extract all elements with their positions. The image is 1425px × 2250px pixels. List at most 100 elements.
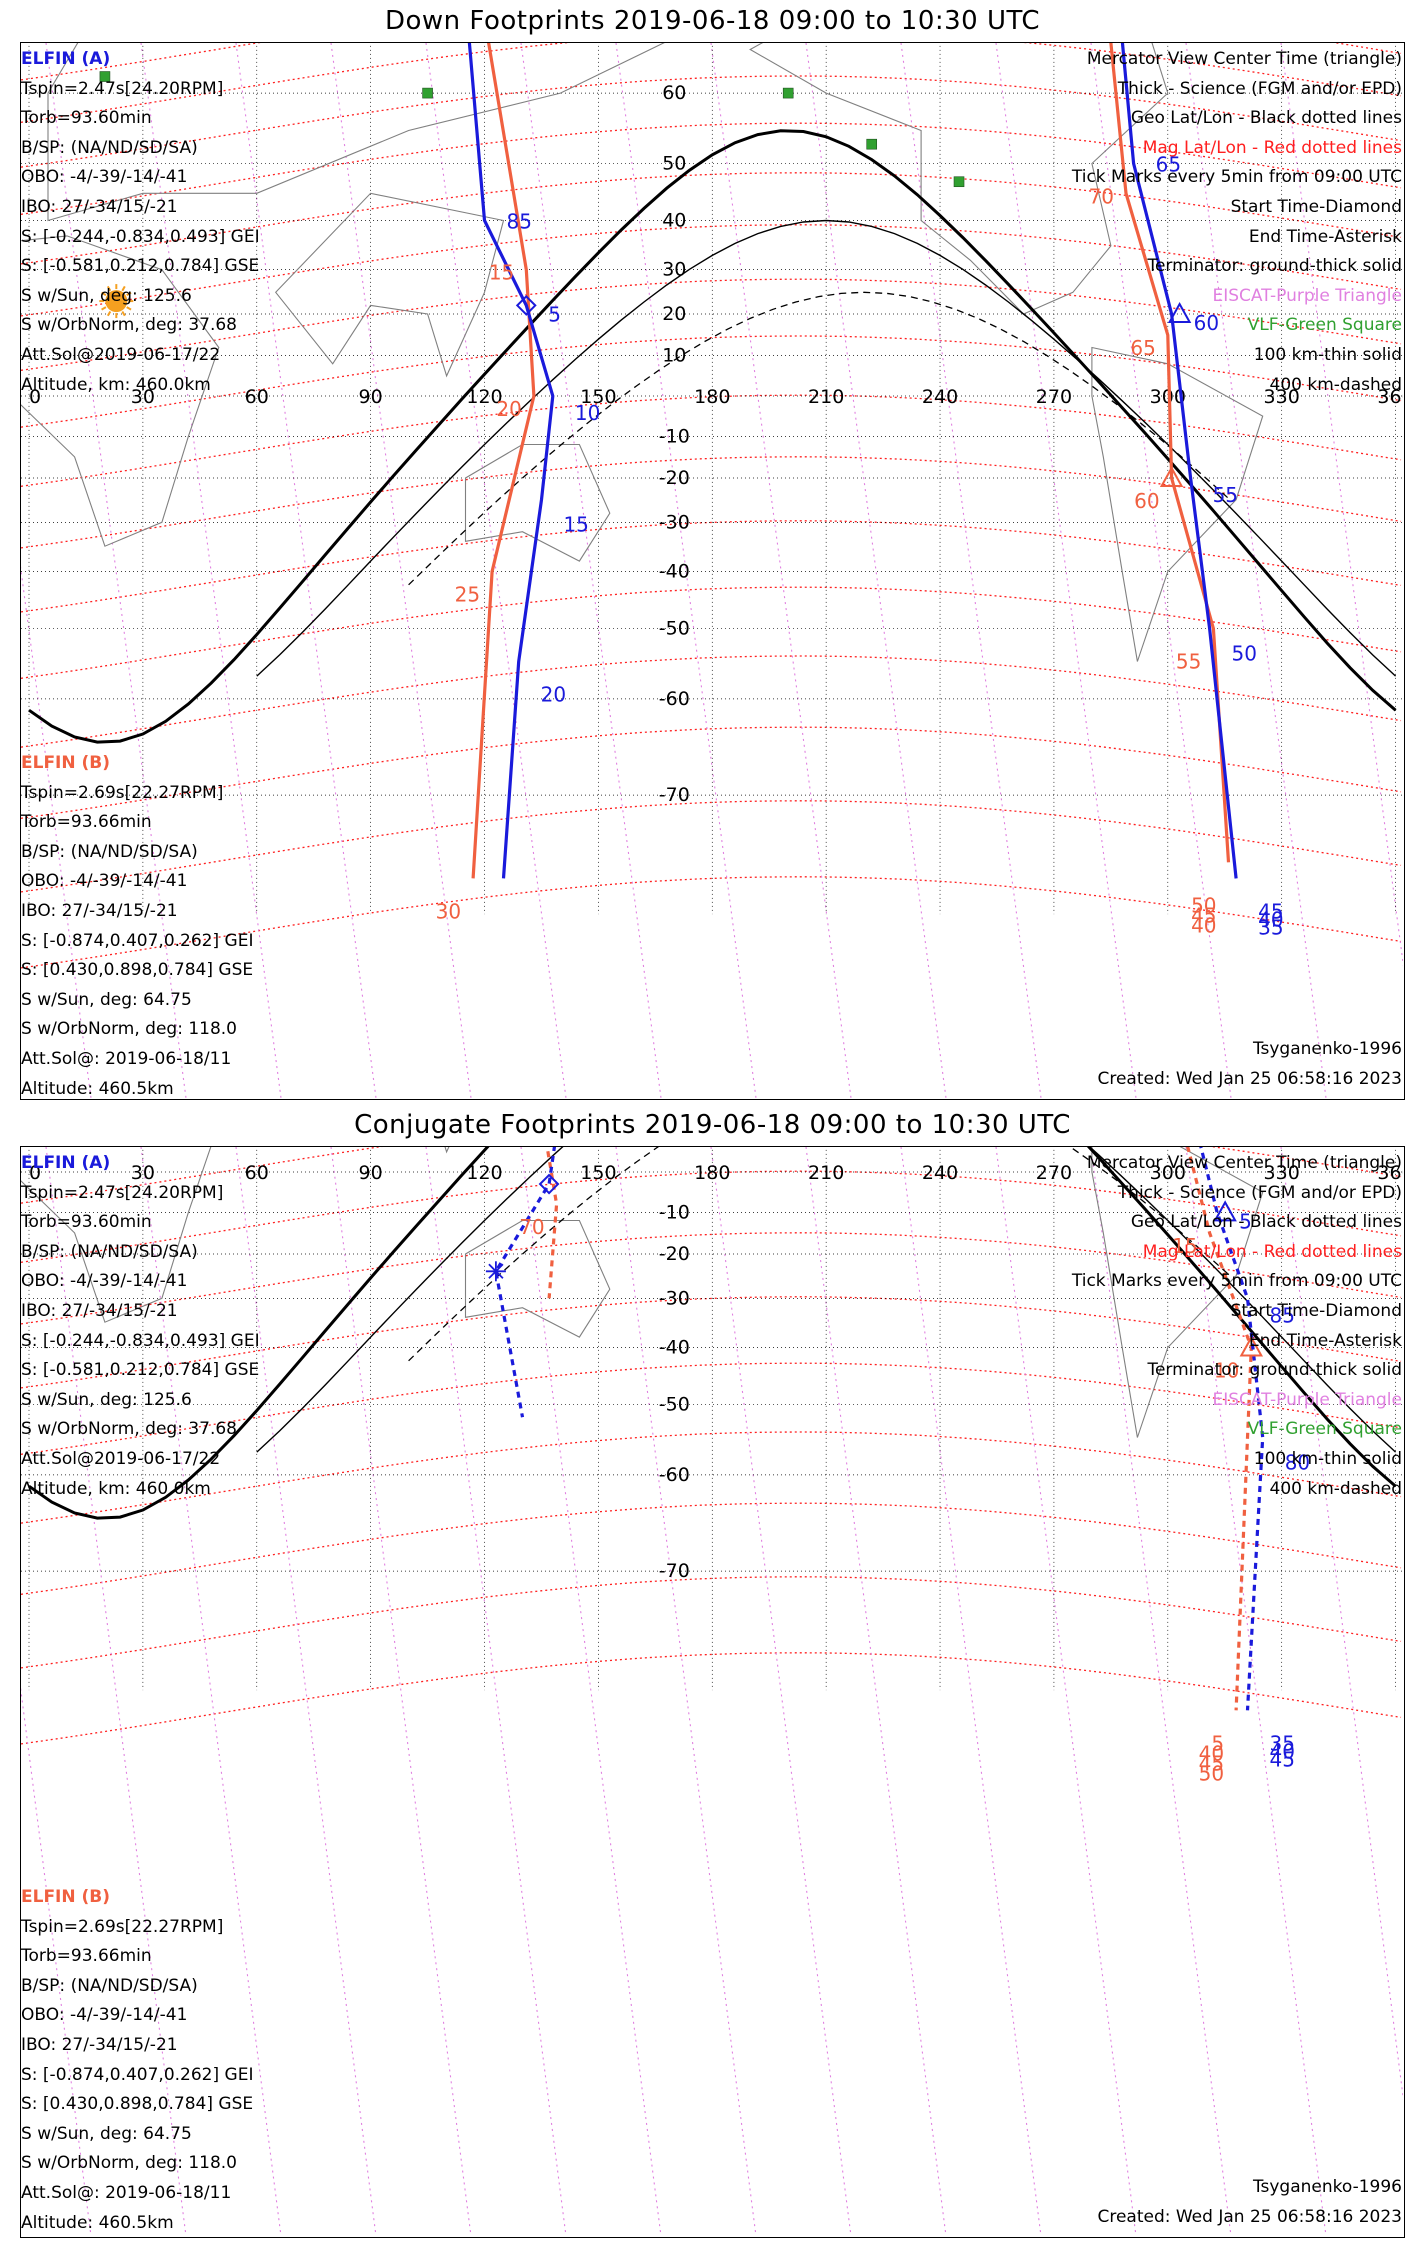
legend-item: EISCAT-Purple Triangle: [1212, 285, 1402, 306]
mag-lon-line: [900, 1147, 1042, 2236]
elfin-a-line: Torb=93.60min: [21, 1212, 152, 1233]
elfin-a-info: ELFIN (A) Tspin=2.47s[24.20RPM] Torb=93.…: [21, 45, 260, 400]
elfin-b-label: ELFIN (B): [21, 753, 111, 773]
lon-tick-label: 210: [808, 1162, 844, 1184]
lon-tick-label: 90: [359, 1162, 383, 1184]
mag-lon-line: [520, 1147, 662, 2236]
elfin-b-tick-label: 65: [1130, 336, 1155, 360]
lat-tick-label: 50: [662, 153, 686, 175]
continent-outline: [47, 43, 665, 222]
terminator-400km: [408, 1147, 1229, 1362]
elfin-b-track: [471, 43, 536, 879]
elfin-b-label: ELFIN (B): [21, 1887, 111, 1907]
sun-ray: [126, 306, 132, 311]
legend-item: 100 km-thin solid: [1253, 1448, 1402, 1469]
sun-ray: [101, 306, 107, 311]
elfin-b-tick-label: 5: [1211, 1731, 1224, 1755]
lat-tick-label: -30: [659, 1287, 690, 1309]
elfin-b-tick-label: 70: [1089, 184, 1114, 208]
elfin-b-line: OBO: -4/-39/-14/-41: [21, 871, 188, 892]
elfin-b-line: S w/Sun, deg: 64.75: [21, 2123, 192, 2144]
lon-tick-label: 240: [922, 1162, 958, 1184]
legend-item: Terminator: ground-thick solid: [1147, 256, 1402, 277]
continent-outline: [749, 43, 1169, 315]
mag-lat-line: [21, 394, 1402, 487]
elfin-a-track: [494, 1147, 557, 1418]
lat-tick-label: 30: [662, 259, 686, 281]
mag-lat-line: [21, 1362, 1402, 1455]
terminator-100km: [256, 219, 1397, 677]
elfin-b-line: S w/OrbNorm, deg: 118.0: [21, 2153, 238, 2174]
elfin-b-tick-label: 20: [496, 397, 521, 421]
lat-tick-label: -70: [659, 784, 690, 806]
mag-lon-line: [710, 43, 852, 1098]
start-diamond-a: [515, 295, 537, 316]
mag-lat-line: [21, 75, 1402, 168]
elfin-a-label: ELFIN (A): [21, 49, 111, 69]
sun-icon: [99, 284, 134, 319]
model-label: Tsyganenko-1996: [1252, 1039, 1402, 1059]
sun-ray: [121, 285, 126, 292]
mag-lat-line: [21, 278, 1402, 371]
elfin-a-info: ELFIN (A) Tspin=2.47s[24.20RPM] Torb=93.…: [21, 1149, 260, 1504]
lon-tick-label: 300: [1150, 386, 1186, 408]
legend-item: VLF-Green Square: [1247, 315, 1402, 336]
conjugate-footprints-panel: 0306090120150180210240270300330360706050…: [20, 1146, 1405, 2238]
lat-tick-label: 20: [662, 303, 686, 325]
sun-ray: [106, 285, 112, 292]
elfin-a-tick-label: 15: [563, 513, 588, 537]
lon-tick-label: 240: [922, 386, 958, 408]
elfin-a-label: ELFIN (A): [21, 1153, 111, 1173]
elfin-b-tick-label: 15: [1172, 1234, 1197, 1258]
elfin-b-line: S: [0.430,0.898,0.784] GSE: [21, 960, 254, 981]
mag-lat-line: [21, 726, 1402, 819]
elfin-b-tick-label: 10: [1214, 1358, 1239, 1382]
conjugate-footprints-title: Conjugate Footprints 2019-06-18 09:00 to…: [354, 1110, 1071, 1140]
terminator-ground: [28, 129, 1397, 744]
elfin-a-tick-label: 40: [1270, 1739, 1295, 1763]
lon-tick-label: 150: [580, 386, 616, 408]
lat-tick-label: -40: [659, 560, 690, 582]
elfin-b-line: Altitude: 460.5km: [21, 2212, 174, 2233]
legend-item: EISCAT-Purple Triangle: [1212, 1389, 1402, 1410]
lon-tick-label: 180: [694, 386, 730, 408]
center-triangle-b: [1239, 1335, 1264, 1357]
legend-item: Geo Lat/Lon - Black dotted lines: [1130, 108, 1402, 129]
created-label: Created: Wed Jan 25 06:58:16 2023: [1097, 2207, 1402, 2227]
model-label: Tsyganenko-1996: [1252, 2177, 1402, 2197]
elfin-b-line: Tspin=2.69s[22.27RPM]: [21, 1916, 224, 1937]
elfin-b-info: ELFIN (B) Tspin=2.69s[22.27RPM] Torb=93.…: [21, 749, 253, 1104]
elfin-b-tick-label: 40: [1199, 1741, 1224, 1765]
elfin-a-line: S: [-0.244,-0.834,0.493] GEI: [21, 1330, 260, 1351]
legend-item: End Time-Asterisk: [1248, 1330, 1402, 1351]
center-triangle-a: [1167, 301, 1192, 324]
elfin-b-line: IBO: 27/-34/15/-21: [21, 2034, 178, 2055]
legend-item: Start Time-Diamond: [1230, 196, 1402, 217]
mag-lat-line: [21, 224, 1402, 317]
lat-tick-label: 10: [662, 345, 686, 367]
elfin-a-tick-label: 45: [1258, 899, 1283, 923]
vlf-station-square: [866, 138, 878, 150]
legend-item: Tick Marks every 5min from 09:00 UTC: [1071, 167, 1402, 188]
vlf-station-square: [99, 71, 111, 82]
lon-tick-label: 330: [1264, 1162, 1300, 1184]
elfin-b-tick-label: 60: [1134, 489, 1159, 513]
coastlines: [21, 43, 1264, 662]
mag-lat-line: [21, 1296, 1402, 1389]
legend-item: VLF-Green Square: [1247, 1419, 1402, 1440]
vlf-station-square: [782, 87, 794, 99]
mag-lon-line: [520, 43, 662, 1098]
elfin-b-line: B/SP: (NA/ND/SD/SA): [21, 1975, 198, 1996]
elfin-a-track: [1120, 43, 1238, 879]
continent-outline: [21, 1147, 212, 1323]
elfin-a-tick-label: 65: [1156, 153, 1181, 177]
mag-lat-line: [21, 172, 1402, 265]
elfin-a-line: IBO: 27/-34/15/-21: [21, 1300, 178, 1321]
vlf-station-square: [953, 176, 965, 188]
legend-item: Thick - Science (FGM and/or EPD): [1117, 1182, 1402, 1203]
elfin-a-line: S: [-0.581,0.212,0.784] GSE: [21, 256, 260, 277]
elfin-a-line: Att.Sol@2019-06-17/22: [21, 344, 221, 365]
mag-lat-line: [21, 586, 1402, 679]
lat-tick-label: -60: [659, 1464, 690, 1486]
lon-tick-label: 120: [466, 386, 502, 408]
